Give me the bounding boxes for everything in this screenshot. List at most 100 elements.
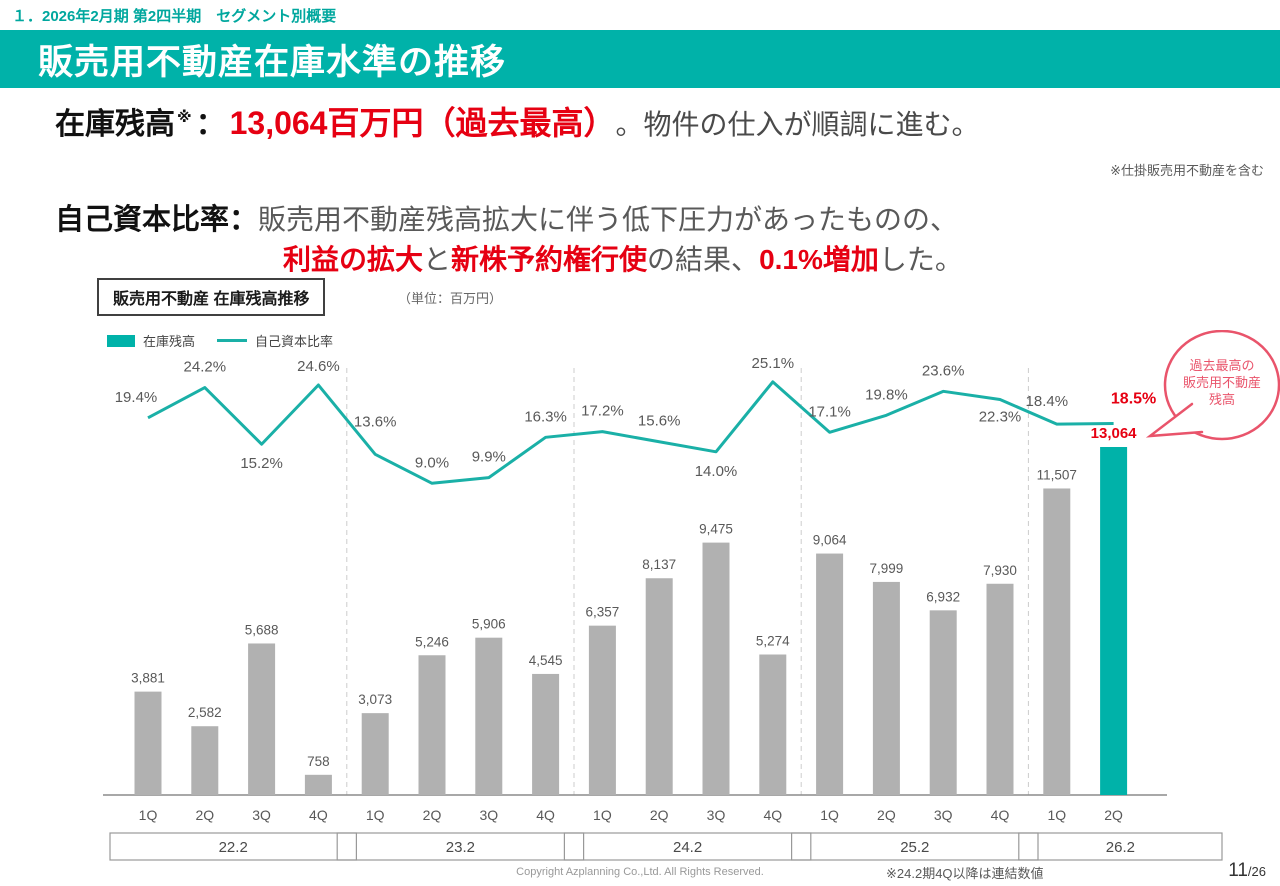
pct-label: 19.8% [865,386,908,403]
pct-label: 17.2% [581,403,624,420]
pct-label: 18.5% [1111,390,1156,407]
bar-highlight [1100,447,1128,795]
x-label: 1Q [593,807,612,823]
equity-tail: した。 [878,244,963,275]
x-label: 2Q [1104,807,1123,823]
footnote-mark: ※ [177,109,192,126]
equity-ratio-line-2: 利益の拡大と新株予約権行使の結果、0.1%増加した。 [283,238,963,278]
bar-value-label: 5,688 [245,622,279,637]
x-label: 3Q [934,807,953,823]
bar [645,578,673,795]
page-number: 11/26 [1228,860,1266,882]
equity-ratio-line [147,380,1114,485]
bar-value-label: 5,906 [472,617,506,632]
x-label: 4Q [763,807,782,823]
bar-value-label: 9,475 [699,522,733,537]
x-label: 1Q [366,807,385,823]
x-label: 1Q [820,807,839,823]
bar-value-label: 4,545 [529,653,563,668]
bar [929,610,957,795]
pct-label: 16.3% [524,408,567,425]
bar-value-label: 2,582 [188,705,222,720]
callout-tail [1145,402,1204,438]
breadcrumb: １．2026年2月期 第2四半期 セグメント別概要 [12,8,337,25]
bar-value-label: 8,137 [642,557,676,572]
bar-value-label: 758 [307,754,330,769]
x-label: 2Q [650,807,669,823]
unit-label: （単位：百万円） [398,291,503,306]
title-banner: 販売用不動産在庫水準の推移 [0,30,1280,88]
pct-label: 22.3% [979,409,1022,426]
highlight-inventory-line: 在庫残高 ※ ： 13,064百万円（過去最高） 。物件の仕入が順調に進む。 [55,98,980,144]
equity-mid-1: と [423,244,452,275]
pct-label: 23.6% [922,362,965,379]
bar-value-label: 5,246 [415,634,449,649]
inventory-label: 在庫残高 [55,108,175,141]
equity-red-1: 利益の拡大 [283,244,424,275]
pct-label: 18.4% [1026,393,1069,410]
bar [418,655,446,795]
x-label: 2Q [877,807,896,823]
x-label: 1Q [139,807,158,823]
group-label: 23.2 [446,839,475,856]
group-label: 22.2 [219,839,248,856]
bar-value-label: 7,930 [983,563,1017,578]
equity-ratio-line-1: 自己資本比率： 販売用不動産残高拡大に伴う低下圧力があったものの、 [55,196,958,238]
copyright: Copyright Azplanning Co.,Ltd. All Rights… [516,866,764,878]
pct-label: 9.9% [472,449,506,466]
pct-label: 17.1% [808,403,851,420]
x-label: 3Q [479,807,498,823]
bar [248,643,276,795]
x-label: 1Q [1047,807,1066,823]
group-label: 26.2 [1106,839,1135,856]
bar-value-label: 11,507 [1037,467,1077,482]
callout-text: 過去最高の販売用不動産残高 [1183,358,1261,407]
group-label: 25.2 [900,839,929,856]
consolidated-footnote: ※24.2期4Q以降は連結数値 [886,866,1044,881]
inventory-footnote: ※仕掛販売用不動産を含む [1110,163,1264,178]
bar-value-label: 6,357 [586,605,620,620]
bar [986,583,1014,795]
callout-tail-mask [1150,404,1202,436]
bar [816,553,844,795]
pct-label: 14.0% [695,463,738,480]
equity-mid-2: の結果、 [647,244,760,275]
x-label: 3Q [707,807,726,823]
inventory-chart: 3,881 1Q 2,582 2Q 5,688 3Q 758 4Q 3,073 1Q 5,246 2Q… [103,330,1280,861]
group-label: 24.2 [673,839,702,856]
group-box [336,832,585,861]
legend-bar-label: 在庫残高 [143,334,196,349]
inventory-comment: 。物件の仕入が順調に進む。 [615,109,980,140]
page-number-current: 11 [1228,860,1248,881]
bar [532,673,560,795]
pct-label: 9.0% [415,454,449,471]
pct-label: 15.6% [638,413,681,430]
group-box [109,832,357,861]
bar-value-label: 3,881 [131,671,165,686]
pct-label: 25.1% [752,355,795,372]
page-number-total: /26 [1247,864,1266,879]
x-label: 4Q [309,807,328,823]
bar-value-label: 13,064 [1091,425,1138,442]
legend-bar-swatch [107,334,135,347]
bar [759,654,787,795]
bar [872,581,900,795]
group-box [790,832,1039,861]
bar-value-label: 5,274 [756,634,790,649]
group-box [1018,832,1223,861]
chart-title-box: 販売用不動産 在庫残高推移 [97,278,326,316]
x-label: 4Q [991,807,1010,823]
bar [134,691,162,795]
pct-label: 24.6% [297,358,340,375]
x-label: 2Q [195,807,214,823]
bar [1043,488,1071,795]
bar-value-label: 9,064 [813,533,847,548]
bar-value-label: 7,999 [870,561,904,576]
bar [702,542,730,795]
inventory-value: 13,064百万円（過去最高） [229,105,616,141]
pct-label: 13.6% [354,413,397,430]
x-label: 2Q [423,807,442,823]
bar [304,774,332,795]
group-box [563,832,812,861]
